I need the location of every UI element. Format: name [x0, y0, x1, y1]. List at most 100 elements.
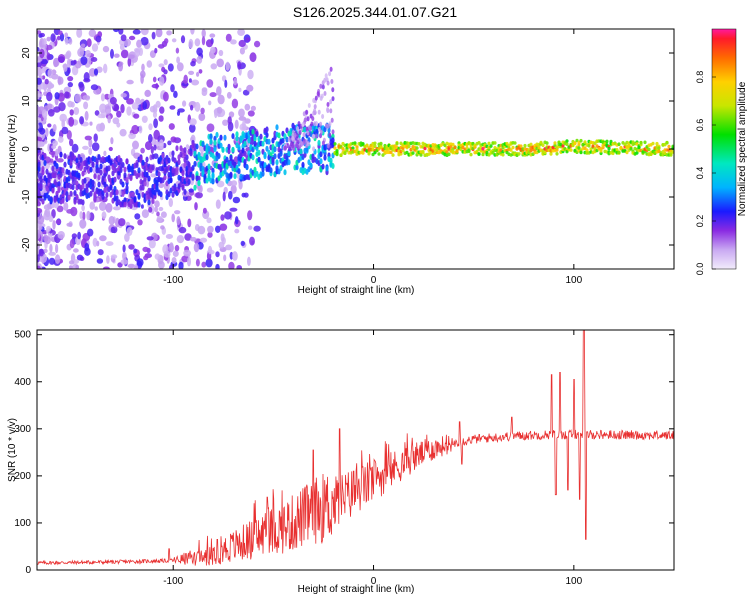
spectrogram-blob [154, 206, 159, 213]
spectrogram-ridge-cell [243, 158, 247, 165]
spectrogram-ridge-cell [63, 161, 67, 168]
spectrogram-ridge-cell [137, 201, 141, 208]
spectrogram-ridge-cell [107, 155, 111, 162]
spectrogram-blob [151, 83, 160, 89]
spectrogram-blob [49, 243, 53, 253]
spectrogram-blob [37, 140, 42, 148]
spectrogram-blob [119, 43, 125, 51]
spectrogram-ridge-cell [213, 135, 217, 142]
spectrogram-ridge-cell [343, 151, 347, 155]
spectrogram-blob [55, 243, 59, 254]
spectrogram-ridge-cell [109, 184, 113, 191]
spectrogram-ridge-cell [97, 181, 101, 188]
spectrogram-blob [303, 117, 307, 123]
spectrogram-blob [96, 258, 104, 264]
spectrogram-blob [42, 109, 48, 119]
spectrogram-ridge-cell [231, 133, 235, 140]
spectrogram-ridge-cell [549, 152, 553, 156]
spectrogram-ridge-cell [153, 189, 157, 196]
spectrogram-ridge-cell [405, 150, 409, 155]
spectrogram-ridge-cell [255, 145, 259, 152]
x-tick-label: -100 [163, 275, 183, 286]
spectrogram-blob [48, 215, 54, 222]
spectrogram-blob [218, 49, 224, 57]
spectrogram-blob [194, 101, 201, 112]
spectrogram-blob [175, 47, 180, 54]
spectrogram-ridge-cell [617, 142, 621, 146]
spectrogram-blob [160, 225, 165, 230]
spectrogram-ridge-cell [99, 163, 103, 170]
spectrogram-ridge-cell [647, 147, 651, 152]
spectrogram-ridge-cell [143, 175, 147, 182]
spectrogram-blob [103, 63, 108, 74]
spectrogram-blob [37, 30, 42, 35]
spectrogram-blob [245, 37, 251, 42]
spectrogram-ridge-cell [135, 189, 139, 196]
spectrogram-ridge-cell [365, 143, 369, 148]
spectrogram-blob [84, 110, 89, 121]
spectrogram-blob [67, 82, 74, 88]
spectrogram-ridge-cell [273, 146, 277, 153]
spectrogram-blob [89, 201, 95, 210]
spectrogram-blob [298, 144, 302, 150]
spectrogram-blob [167, 63, 174, 72]
spectrogram-blob [169, 105, 176, 110]
spectrogram-blob [38, 225, 43, 230]
spectrogram-ridge-cell [635, 151, 639, 155]
snr-panel: -100 0 100 0 100 200 300 400 500 Height of strai… [7, 329, 675, 595]
spectrogram-blob [227, 116, 232, 125]
spectrogram-ridge-cell [151, 153, 155, 160]
spectrogram-ridge-cell [85, 187, 89, 194]
spectrogram-ridge-cell [303, 126, 307, 133]
spectrogram-ridge-cell [345, 148, 349, 153]
spectrogram-blob [154, 253, 161, 260]
spectrogram-ridge-cell [579, 150, 583, 155]
spectrogram-ridge-cell [245, 164, 249, 170]
spectrogram-ridge-cell [189, 150, 193, 157]
spectrogram-blob [156, 211, 160, 217]
spectrogram-ridge-cell [609, 139, 613, 144]
spectrogram-blob [331, 129, 335, 135]
spectrogram-ridge-cell [195, 143, 199, 150]
spectrogram-blob [126, 98, 134, 105]
spectrogram-blob [298, 130, 302, 136]
spectrogram-ridge-cell [37, 165, 41, 172]
spectrogram-blob [131, 102, 139, 110]
spectrogram-ridge-cell [333, 142, 337, 146]
spectrogram-ridge-cell [261, 170, 265, 177]
spectrogram-blob [37, 265, 41, 269]
spectrogram-ridge-cell [123, 166, 127, 173]
spectrogram-blob [312, 98, 316, 103]
spectrogram-blob [47, 68, 54, 79]
spectrogram-blob [305, 109, 309, 115]
spectrogram-ridge-cell [81, 183, 85, 190]
spectrogram-ridge-cell [71, 184, 75, 191]
spectrogram-blob [69, 265, 73, 269]
spectrogram-blob [190, 29, 195, 35]
spectrogram-ridge-cell [179, 166, 183, 173]
spectrogram-blob [330, 117, 334, 123]
spectrogram-blob [43, 248, 48, 253]
spectrogram-ridge-cell [263, 151, 267, 158]
spectrogram-ridge-cell [265, 126, 269, 133]
spectrogram-blob [229, 207, 238, 212]
spectrogram-ridge-cell [61, 197, 65, 204]
spectrogram-blob [195, 192, 203, 199]
spectrogram-ridge-cell [121, 181, 125, 188]
spectrogram-blob [183, 249, 191, 257]
spectrogram-blob [201, 87, 208, 92]
spectrogram-blob [92, 237, 98, 247]
spectrogram-ridge-cell [579, 138, 583, 143]
spectrogram-ridge-cell [555, 148, 559, 152]
spectrogram-blob [176, 56, 181, 64]
spectrogram-blob [160, 211, 167, 218]
spectrogram-blob [188, 78, 192, 83]
spectrogram-blob [46, 91, 53, 102]
spectrogram-blob [56, 35, 61, 41]
spectrogram-blob [76, 254, 84, 261]
spectrogram-ridge-cell [191, 173, 195, 180]
spectrogram-blob [217, 94, 225, 105]
spectrogram-blob [326, 123, 330, 129]
spectrogram-ridge-cell [227, 143, 231, 150]
spectrogram-ridge-cell [415, 146, 419, 150]
